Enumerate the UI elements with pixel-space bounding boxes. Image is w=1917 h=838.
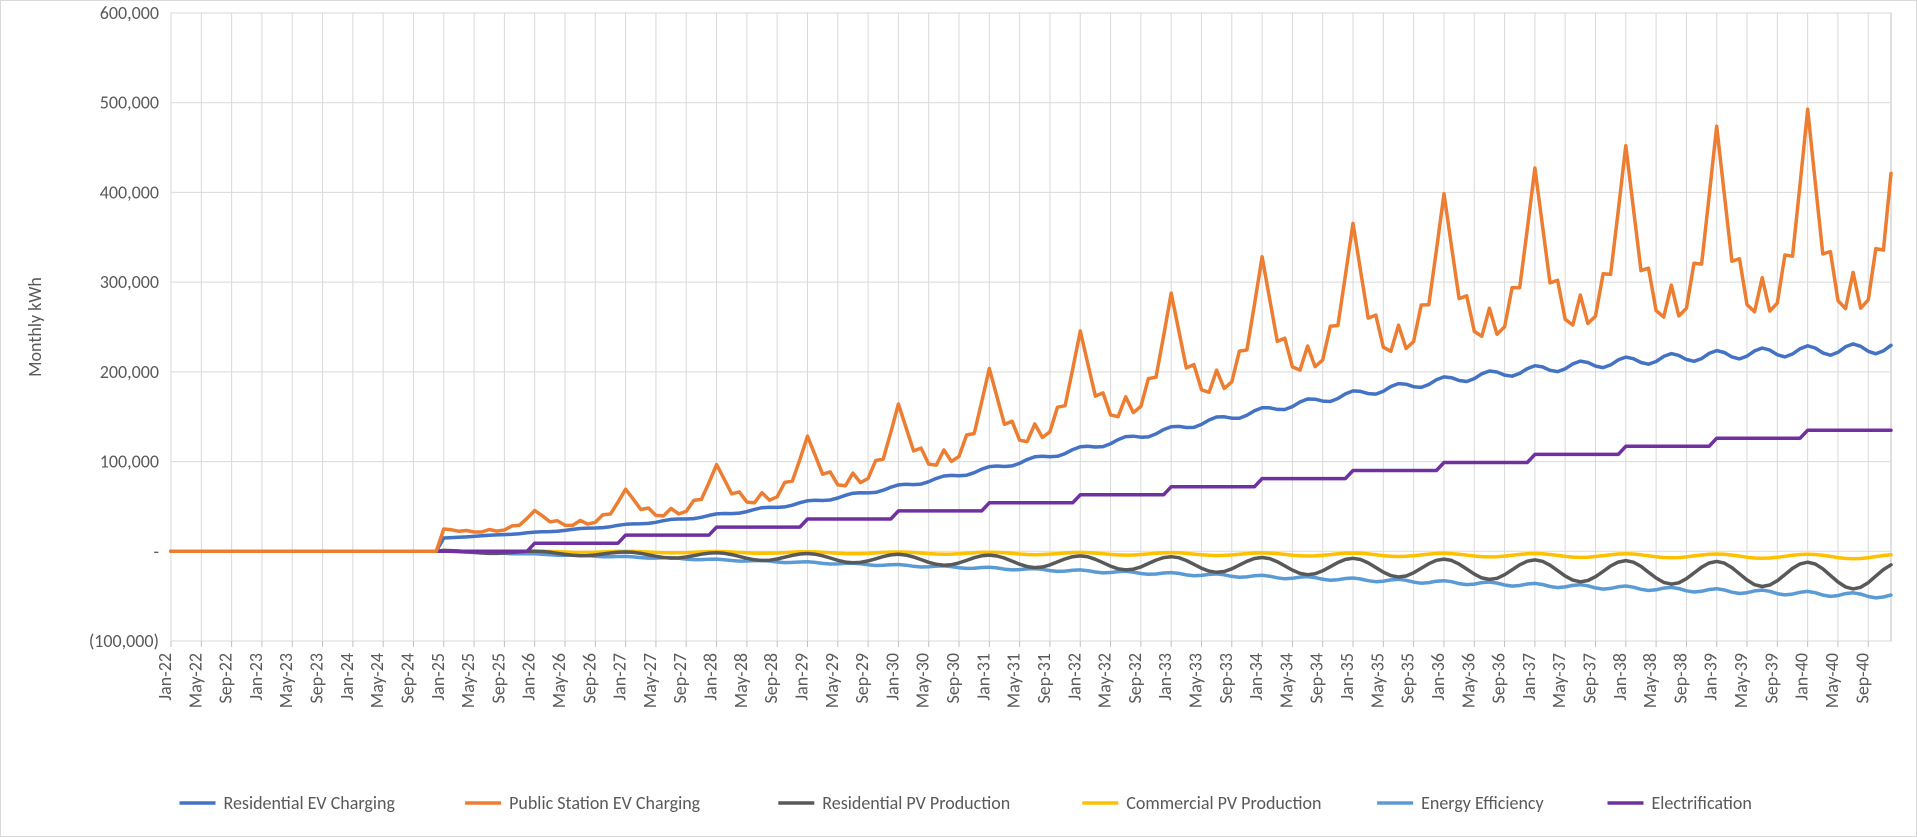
legend-label-res_pv: Residential PV Production [822,792,1010,814]
y-tick-label: 400,000 [100,181,159,203]
x-tick-label: Jan-27 [609,653,631,701]
x-tick-label: Jan-33 [1154,653,1176,701]
x-tick-label: Sep-28 [760,653,782,703]
y-axis-label: Monthly kWh [24,277,46,377]
y-tick-label: 500,000 [100,92,159,114]
x-tick-label: Jan-39 [1700,653,1722,701]
x-tick-label: Sep-30 [942,653,964,703]
x-tick-label: Sep-37 [1578,653,1600,703]
legend-label-pub_ev: Public Station EV Charging [509,792,701,814]
x-tick-label: Jan-37 [1518,653,1540,701]
x-tick-label: Jan-31 [972,653,994,701]
x-tick-label: Sep-36 [1488,653,1510,703]
y-tick-label: (100,000) [89,630,159,652]
x-tick-label: Sep-25 [487,653,509,703]
y-tick-label: 300,000 [100,271,159,293]
y-tick-label: 100,000 [100,451,159,473]
x-tick-label: May-27 [639,653,661,708]
x-tick-label: Jan-36 [1427,653,1449,701]
y-tick-label: 200,000 [100,361,159,383]
x-tick-label: May-30 [912,653,934,708]
x-tick-label: May-39 [1730,653,1752,708]
chart-container: (100,000) - 100,000 200,000 300,000 400,000 50… [0,0,1917,837]
x-tick-label: May-22 [184,653,206,708]
x-tick-label: May-29 [821,653,843,708]
x-tick-label: Jan-35 [1336,653,1358,701]
legend-label-elec: Electrification [1652,792,1752,814]
x-tick-label: May-25 [457,653,479,708]
x-tick-label: Sep-39 [1760,653,1782,703]
x-tick-label: Jan-34 [1245,653,1267,701]
x-tick-label: May-35 [1366,653,1388,708]
x-tick-label: Sep-35 [1397,653,1419,703]
x-tick-label: Jan-24 [336,653,358,701]
x-tick-label: May-34 [1275,653,1297,708]
x-tick-label: Sep-22 [215,653,237,703]
plot-area [171,13,1891,641]
legend-label-com_pv: Commercial PV Production [1126,792,1321,814]
x-tick-label: Sep-33 [1215,653,1237,703]
x-tick-label: May-33 [1184,653,1206,708]
x-tick-label: Jan-29 [790,653,812,701]
x-tick-label: May-32 [1094,653,1116,708]
x-tick-label: May-37 [1548,653,1570,708]
x-tick-label: May-23 [275,653,297,708]
x-tick-label: Jan-23 [245,653,267,701]
legend-label-ee: Energy Efficiency [1421,792,1544,814]
x-tick-label: May-40 [1821,653,1843,708]
legend: Residential EV Charging Public Station EV… [180,792,1752,814]
y-tick-label: 600,000 [100,2,159,24]
x-tick-label: Jan-32 [1063,653,1085,701]
x-tick-label: Sep-24 [396,653,418,703]
x-tick-label: Jan-40 [1791,653,1813,701]
x-tick-label: Sep-27 [669,653,691,703]
legend-label-res_ev: Residential EV Charging [224,792,396,814]
x-tick-label: Jan-25 [427,653,449,701]
x-tick-label: May-26 [548,653,570,708]
x-tick-label: Sep-40 [1851,653,1873,703]
x-tick-label: May-24 [366,653,388,708]
x-tick-label: Jan-26 [518,653,540,701]
x-tick-label: Sep-31 [1033,653,1055,703]
x-tick-label: May-28 [730,653,752,708]
x-tick-label: Sep-32 [1124,653,1146,703]
x-tick-label: Jan-30 [881,653,903,701]
x-ticks: Jan-22 May-22 Sep-22 Jan-23 May-23 Sep-23 Jan-… [154,641,1873,708]
x-tick-label: Sep-38 [1669,653,1691,703]
x-tick-label: May-38 [1639,653,1661,708]
x-tick-label: May-31 [1003,653,1025,708]
y-tick-label: - [153,540,159,562]
x-tick-label: Jan-28 [700,653,722,701]
x-tick-label: May-36 [1457,653,1479,708]
line-chart: (100,000) - 100,000 200,000 300,000 400,000 50… [1,1,1917,838]
x-tick-label: Sep-26 [578,653,600,703]
x-tick-label: Sep-23 [306,653,328,703]
x-tick-label: Jan-22 [154,653,176,701]
x-tick-label: Sep-34 [1306,653,1328,703]
x-tick-label: Jan-38 [1609,653,1631,701]
x-tick-label: Sep-29 [851,653,873,703]
